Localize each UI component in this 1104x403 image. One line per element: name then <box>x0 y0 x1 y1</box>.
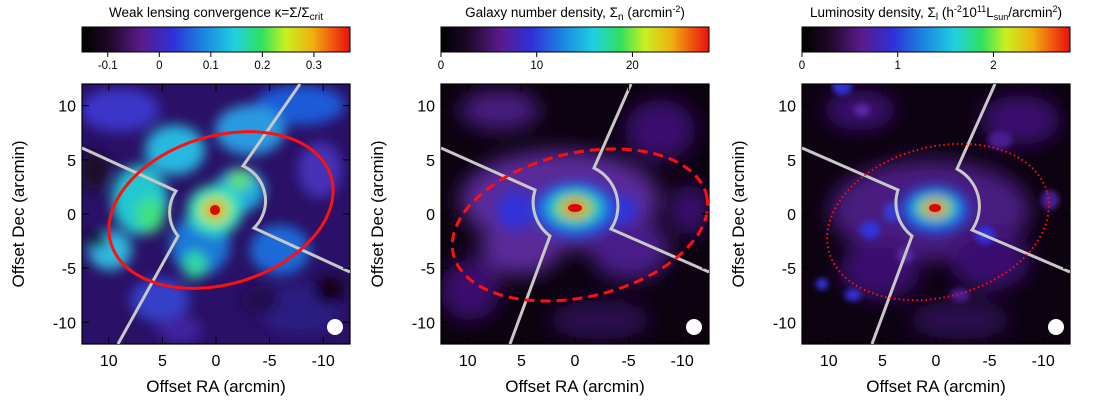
galaxy-cb-tick-label: 20 <box>626 60 639 72</box>
lensing-ytick-label: -5 <box>62 261 76 278</box>
luminosity-ylabel: Offset Dec (arcmin) <box>729 140 748 287</box>
luminosity-peak <box>929 204 941 212</box>
luminosity-ytick-label: -5 <box>782 261 796 278</box>
colorbar-galaxy <box>440 26 710 53</box>
luminosity-xtick-label: -5 <box>982 353 996 370</box>
lensing-ytick-label: 10 <box>58 99 76 116</box>
luminosity-psf-marker <box>1048 319 1064 335</box>
galaxy-ellipse <box>450 147 710 303</box>
luminosity-xtick-label: 10 <box>820 353 838 370</box>
lensing-cb-tick-label: 0.3 <box>306 60 322 72</box>
luminosity-cb-tick-label: 0 <box>799 60 805 72</box>
luminosity-xtick-label: 5 <box>878 353 887 370</box>
galaxy-cut-lines <box>441 84 709 344</box>
galaxy-xlabel: Offset RA (arcmin) <box>505 377 645 396</box>
luminosity-map <box>802 84 1070 344</box>
colorbar-luminosity <box>801 26 1071 53</box>
colorbar-galaxy-ticks: 0 10 20 <box>438 52 639 72</box>
galaxy-ytick-label: 10 <box>417 99 435 116</box>
lensing-ellipse <box>107 130 335 290</box>
luminosity-ytick-label: 0 <box>787 207 796 224</box>
luminosity-cb-tick-label: 1 <box>895 60 901 72</box>
lensing-cb-tick-label: 0 <box>156 60 162 72</box>
galaxy-ylabel: Offset Dec (arcmin) <box>368 140 387 287</box>
luminosity-axes: 10 5 0 -5 -10 10 5 0 -5 -10 <box>773 84 1070 370</box>
panel-luminosity-density: Luminosity density, Σl (h-21011Lsun/arcm… <box>729 4 1071 396</box>
galaxy-peak <box>568 204 582 212</box>
luminosity-xlabel: Offset RA (arcmin) <box>866 377 1006 396</box>
galaxy-ytick-label: 0 <box>426 207 435 224</box>
lensing-xlabel: Offset RA (arcmin) <box>146 377 286 396</box>
lensing-cut-lines <box>82 84 350 344</box>
colorbar-luminosity-ticks: 0 1 2 <box>799 52 997 72</box>
lensing-axes: 10 5 0 -5 -10 10 5 0 -5 -10 <box>53 84 350 370</box>
lensing-xtick-label: -5 <box>262 353 276 370</box>
galaxy-psf-marker <box>686 319 702 335</box>
galaxy-xtick-label: -5 <box>621 353 635 370</box>
lensing-psf-marker <box>327 319 343 335</box>
lensing-cb-tick-label: 0.2 <box>254 60 270 72</box>
galaxy-map <box>441 84 709 344</box>
galaxy-ytick-label: -5 <box>421 261 435 278</box>
lensing-xtick-label: 10 <box>100 353 118 370</box>
lensing-map <box>82 84 350 344</box>
luminosity-xtick-label: -10 <box>1032 353 1055 370</box>
galaxy-xtick-label: 5 <box>517 353 526 370</box>
lensing-xtick-label: 0 <box>212 353 221 370</box>
panel-lensing-title: Weak lensing convergence κ=Σ/Σcrit <box>109 5 323 23</box>
panel-lensing: Weak lensing convergence κ=Σ/Σcrit -0.1 0… <box>9 5 351 396</box>
panel-luminosity-title: Luminosity density, Σl (h-21011Lsun/arcm… <box>810 4 1062 23</box>
galaxy-xtick-label: 0 <box>571 353 580 370</box>
lensing-cb-tick-label: 0.1 <box>203 60 219 72</box>
panel-galaxy-title: Galaxy number density, Σn (arcmin-2) <box>465 4 685 23</box>
galaxy-xtick-label: 10 <box>459 353 477 370</box>
luminosity-xtick-label: 0 <box>932 353 941 370</box>
lensing-cb-tick-label: -0.1 <box>98 60 118 72</box>
lensing-xtick-label: -10 <box>312 353 335 370</box>
luminosity-ytick-label: -10 <box>773 315 796 332</box>
lensing-ytick-label: 0 <box>67 207 76 224</box>
luminosity-cb-tick-label: 2 <box>990 60 996 72</box>
galaxy-xtick-label: -10 <box>671 353 694 370</box>
lensing-ytick-label: 5 <box>67 153 76 170</box>
luminosity-ellipse <box>826 142 1050 302</box>
colorbar-lensing-ticks: -0.1 0 0.1 0.2 0.3 <box>98 52 322 72</box>
galaxy-ytick-label: 5 <box>426 153 435 170</box>
lensing-peak <box>210 205 220 215</box>
panel-galaxy-density: Galaxy number density, Σn (arcmin-2) 0 10… <box>368 4 710 396</box>
galaxy-cb-tick-label: 10 <box>530 60 543 72</box>
lensing-ytick-label: -10 <box>53 315 76 332</box>
luminosity-cut-lines <box>802 84 1070 344</box>
colorbar-lensing <box>81 26 351 53</box>
galaxy-ytick-label: -10 <box>412 315 435 332</box>
galaxy-axes: 10 5 0 -5 -10 10 5 0 -5 -10 <box>412 84 709 370</box>
lensing-xtick-label: 5 <box>158 353 167 370</box>
galaxy-cb-tick-label: 0 <box>438 60 444 72</box>
luminosity-ytick-label: 10 <box>778 99 796 116</box>
luminosity-ytick-label: 5 <box>787 153 796 170</box>
lensing-ylabel: Offset Dec (arcmin) <box>9 140 28 287</box>
